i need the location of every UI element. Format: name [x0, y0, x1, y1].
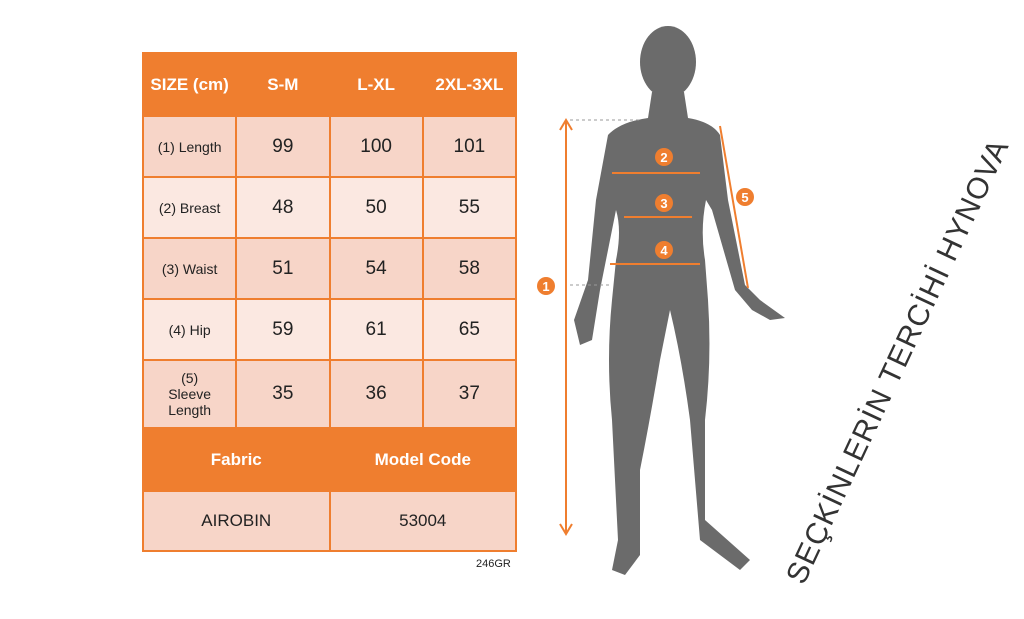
marker-4-label: 4 — [660, 243, 668, 258]
silhouette — [574, 26, 785, 575]
marker-5 — [736, 188, 754, 206]
header-s-m: S-M — [235, 52, 331, 117]
cell: 50 — [328, 176, 424, 239]
fabric-value: AIROBIN — [142, 490, 331, 552]
cell: 61 — [328, 298, 424, 361]
marker-2 — [655, 148, 673, 166]
cell: 55 — [421, 176, 518, 239]
footer-header-row: Fabric Model Code — [142, 427, 517, 492]
marker-2-label: 2 — [660, 150, 667, 165]
row-label: (4) Hip — [141, 298, 238, 361]
header-l-xl: L-XL — [328, 52, 424, 117]
table-row: (4) Hip 59 61 65 — [141, 298, 518, 361]
cell: 99 — [235, 115, 331, 178]
size-chart-table: SIZE (cm) S-M L-XL 2XL-3XL (1) Length 99… — [141, 52, 518, 552]
row-label: (1) Length — [141, 115, 238, 178]
cell: 37 — [421, 359, 518, 429]
measure-lines — [559, 118, 749, 536]
cell: 35 — [235, 359, 331, 429]
cell: 59 — [235, 298, 331, 361]
cell: 36 — [328, 359, 424, 429]
table-row: (5) Sleeve Length 35 36 37 — [141, 359, 518, 429]
table-row: (3) Waist 51 54 58 — [141, 237, 518, 300]
row-label: (2) Breast — [141, 176, 238, 239]
row-label: (5) Sleeve Length — [141, 359, 238, 429]
cell: 54 — [328, 237, 424, 300]
header-size: SIZE (cm) — [141, 52, 238, 117]
cell: 48 — [235, 176, 331, 239]
header-2xl-3xl: 2XL-3XL — [421, 52, 518, 117]
marker-1 — [537, 277, 555, 295]
marker-3 — [655, 194, 673, 212]
cell: 101 — [421, 115, 518, 178]
model-code-value: 53004 — [328, 490, 517, 552]
cell: 58 — [421, 237, 518, 300]
row-label: (3) Waist — [141, 237, 238, 300]
marker-1-label: 1 — [542, 279, 549, 294]
product-code: 246GR — [476, 558, 511, 570]
table-header-row: SIZE (cm) S-M L-XL 2XL-3XL — [141, 52, 518, 117]
measure-markers — [537, 148, 754, 295]
model-code-header: Model Code — [328, 427, 517, 492]
cell: 65 — [421, 298, 518, 361]
marker-3-label: 3 — [660, 196, 667, 211]
fabric-header: Fabric — [142, 427, 331, 492]
cell: 100 — [328, 115, 424, 178]
footer-value-row: AIROBIN 53004 — [142, 490, 517, 552]
marker-5-label: 5 — [741, 190, 748, 205]
cell: 51 — [235, 237, 331, 300]
table-row: (2) Breast 48 50 55 — [141, 176, 518, 239]
table-row: (1) Length 99 100 101 — [141, 115, 518, 178]
marker-4 — [655, 241, 673, 259]
